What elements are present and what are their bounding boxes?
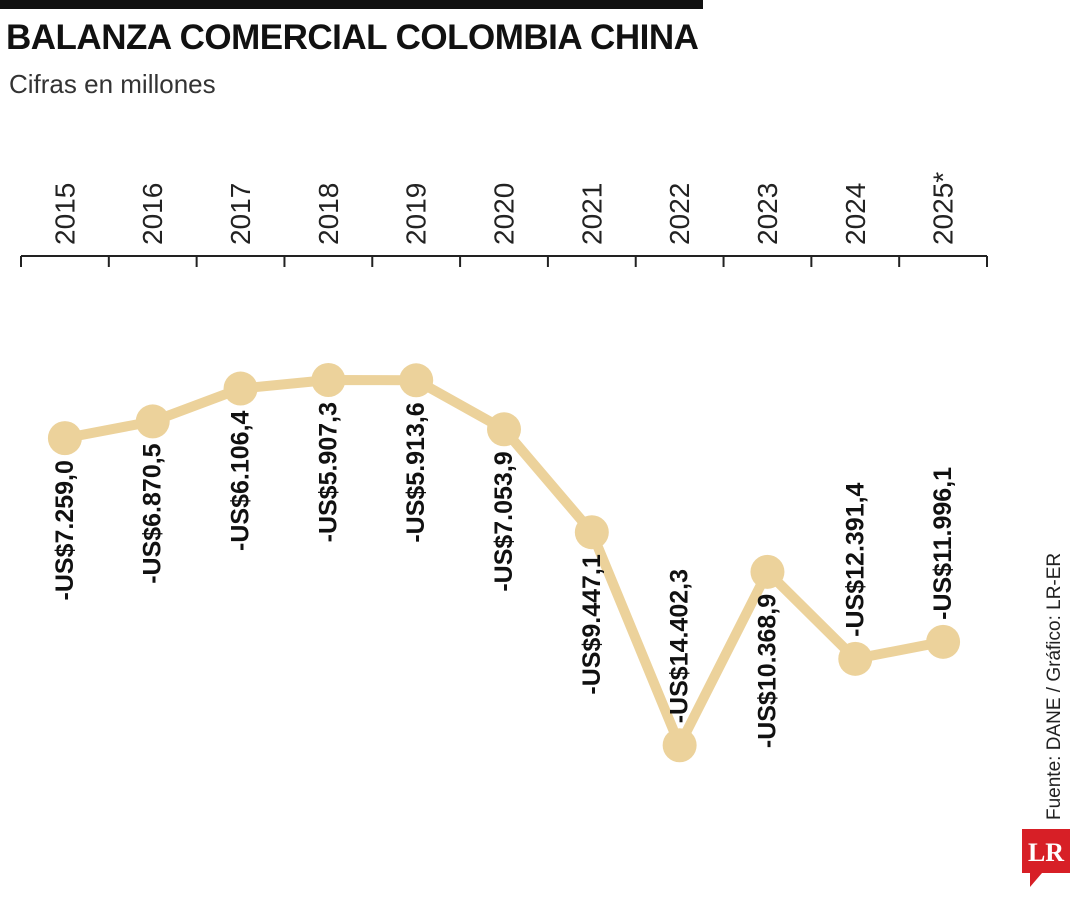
x-tick-label: 2023 bbox=[752, 183, 783, 245]
logo-badge bbox=[1022, 829, 1070, 887]
x-tick-label: 2016 bbox=[137, 183, 168, 245]
data-labels: -US$7.259,0 -US$6.870,5 -US$6.106,4 -US$5.9… bbox=[51, 402, 957, 748]
x-tick-label: 2025* bbox=[928, 172, 959, 245]
data-point bbox=[223, 371, 258, 406]
top-rule bbox=[0, 0, 703, 9]
data-label: -US$14.402,3 bbox=[666, 569, 694, 723]
data-point bbox=[838, 641, 873, 676]
data-label: -US$5.907,3 bbox=[314, 402, 342, 542]
data-point bbox=[750, 554, 785, 589]
data-label: -US$12.391,4 bbox=[841, 482, 869, 636]
source-note-text: Fuente: DANE / Gráfico: LR-ER bbox=[1044, 552, 1065, 820]
data-label: -US$7.259,0 bbox=[51, 460, 79, 600]
lr-logo: LR bbox=[1022, 829, 1070, 887]
data-label: -US$11.996,1 bbox=[929, 467, 957, 620]
data-label: -US$6.106,4 bbox=[227, 410, 255, 550]
x-tick-label: 2022 bbox=[664, 183, 695, 245]
logo-text: LR bbox=[1028, 838, 1064, 867]
data-label: -US$6.870,5 bbox=[139, 443, 167, 583]
data-point bbox=[574, 515, 609, 550]
data-label: -US$9.447,1 bbox=[578, 554, 606, 694]
x-tick-label: 2024 bbox=[840, 183, 871, 245]
data-point bbox=[311, 363, 346, 397]
x-tick-label: 2020 bbox=[489, 183, 520, 245]
data-point bbox=[399, 363, 434, 398]
data-point bbox=[926, 624, 961, 659]
data-label: -US$10.368,9 bbox=[753, 594, 781, 748]
data-point bbox=[662, 728, 697, 763]
data-point bbox=[487, 412, 521, 447]
x-axis: 2015 2016 2017 2018 2019 2020 2021 2022 2023 2024… bbox=[20, 172, 988, 267]
data-point bbox=[47, 421, 82, 456]
page-subtitle: Cifras en millones bbox=[9, 69, 216, 99]
data-label: -US$5.913,6 bbox=[402, 402, 430, 542]
data-label: -US$7.053,9 bbox=[490, 451, 518, 591]
data-point bbox=[135, 404, 170, 439]
data-points bbox=[47, 363, 961, 763]
x-tick-label: 2018 bbox=[313, 183, 344, 245]
x-tick-label: 2019 bbox=[401, 183, 432, 245]
page-title: BALANZA COMERCIAL COLOMBIA CHINA bbox=[6, 18, 699, 57]
x-tick-label: 2021 bbox=[576, 183, 607, 245]
x-tick-label: 2017 bbox=[225, 183, 256, 245]
x-tick-label: 2015 bbox=[49, 183, 80, 245]
